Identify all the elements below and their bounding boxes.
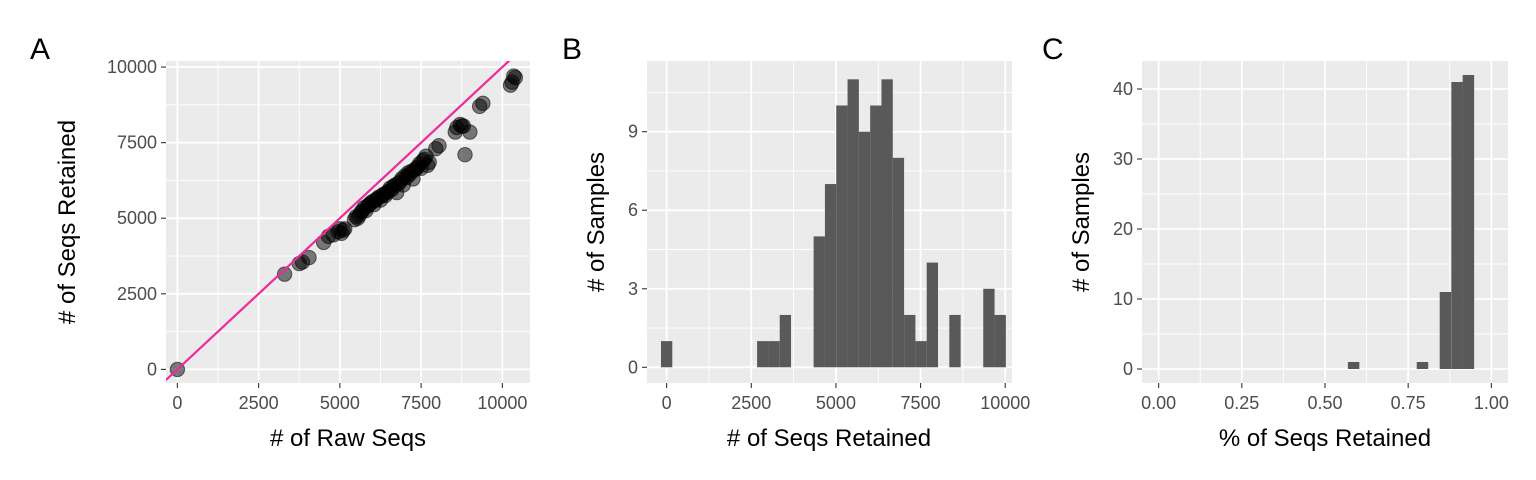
panel-b-x-tick-label: 0 xyxy=(662,393,672,413)
panel-b-y-tick-label: 3 xyxy=(628,279,638,299)
histogram-bar xyxy=(881,79,893,368)
panel-c-letter: C xyxy=(1042,33,1064,66)
scatter-point xyxy=(457,147,473,163)
histogram-bar xyxy=(870,105,882,368)
panel-a-y-tick-label: 2500 xyxy=(117,284,157,304)
scatter-point xyxy=(462,124,478,140)
histogram-bar xyxy=(1439,292,1452,369)
panel-c-y-tick-label: 10 xyxy=(1113,289,1133,309)
histogram-bar xyxy=(949,314,961,368)
panel-b-x-tick-label: 10000 xyxy=(980,393,1030,413)
panel-b-letter: B xyxy=(562,33,582,66)
panel-c-x-tick-label: 0.00 xyxy=(1141,393,1176,413)
histogram-bar xyxy=(1416,362,1429,369)
panel-a-x-tick-label: 7500 xyxy=(401,393,441,413)
panel-a-x-tick-label: 2500 xyxy=(239,393,279,413)
panel-c-bars xyxy=(1347,75,1475,369)
panel-b-x-axis-title: # of Seqs Retained xyxy=(727,425,931,452)
panel-b-x-tick-label: 7500 xyxy=(901,393,941,413)
panel-a-x-axis-title: # of Raw Seqs xyxy=(270,425,426,452)
panel-a-y-tick-label: 10000 xyxy=(107,57,157,77)
panel-b-y-tick-label: 6 xyxy=(628,200,638,220)
scatter-point xyxy=(475,95,491,112)
panel-b-histogram: B 0 2500 5000 7500 10000 0 3 6 9 # of Seqs Retai… xyxy=(562,33,1030,452)
histogram-bar xyxy=(994,314,1006,368)
panel-b-y-tick-label: 0 xyxy=(628,357,638,377)
panel-c-y-tick-label: 40 xyxy=(1113,79,1133,99)
panel-b-x-tick-label: 5000 xyxy=(816,393,856,413)
histogram-bar xyxy=(847,79,859,368)
panel-a-y-tick-label: 0 xyxy=(147,359,157,379)
scatter-point xyxy=(431,137,447,154)
panel-a-points xyxy=(166,61,524,381)
histogram-bar xyxy=(1347,362,1360,369)
panel-b-x-tick-label: 2500 xyxy=(731,393,771,413)
histogram-bar xyxy=(813,236,825,368)
histogram-bar xyxy=(1462,75,1475,369)
panel-a-x-tick-label: 5000 xyxy=(320,393,360,413)
histogram-bar xyxy=(858,131,871,368)
histogram-bar xyxy=(824,184,837,368)
histogram-bar xyxy=(915,341,927,368)
histogram-bar xyxy=(1451,82,1463,369)
panel-c-x-tick-label: 0.25 xyxy=(1224,393,1259,413)
panel-c-x-tick-label: 1.00 xyxy=(1474,393,1509,413)
histogram-bar xyxy=(660,341,673,368)
histogram-bar xyxy=(779,314,792,368)
panel-c-histogram: C 0.00 0.25 0.50 0.75 1.00 0 10 20 30 40 % of Seq… xyxy=(1042,33,1509,452)
panel-c-y-tick-label: 0 xyxy=(1123,359,1133,379)
scatter-point xyxy=(276,266,293,282)
panel-c-x-axis-title: % of Seqs Retained xyxy=(1219,425,1431,452)
panel-a-letter: A xyxy=(30,33,50,66)
scatter-point xyxy=(301,249,317,266)
histogram-bar xyxy=(892,157,905,368)
panel-a-y-tick-label: 7500 xyxy=(117,133,157,153)
panel-c-y-axis-title: # of Samples xyxy=(1068,152,1095,292)
panel-c-x-tick-label: 0.75 xyxy=(1391,393,1426,413)
panel-a-scatter: A 0 2500 5000 7500 10000 0 2500 5000 7500 10000 #… xyxy=(30,33,530,452)
panel-b-y-tick-label: 9 xyxy=(628,122,638,142)
scatter-point xyxy=(507,69,524,86)
scatter-point xyxy=(421,154,437,170)
histogram-bar xyxy=(983,288,995,368)
panel-a-y-axis-title: # of Seqs Retained xyxy=(54,120,81,324)
histogram-bar xyxy=(836,105,848,368)
scatter-point xyxy=(337,221,353,237)
histogram-bar xyxy=(926,262,939,368)
panel-b-y-axis-title: # of Samples xyxy=(583,152,610,292)
panel-a-y-tick-label: 5000 xyxy=(117,208,157,228)
panel-b-bars xyxy=(660,79,1006,368)
panel-c-x-tick-label: 0.50 xyxy=(1307,393,1342,413)
histogram-bar xyxy=(904,314,916,368)
panel-c-ticks: 0.00 0.25 0.50 0.75 1.00 0 10 20 30 40 xyxy=(1113,79,1509,413)
panel-a-ticks: 0 2500 5000 7500 10000 0 2500 5000 7500 10000 xyxy=(107,57,527,413)
panel-a-x-tick-label: 10000 xyxy=(477,393,527,413)
histogram-bar xyxy=(768,341,780,368)
panel-a-x-tick-label: 0 xyxy=(172,393,182,413)
panel-b-ticks: 0 2500 5000 7500 10000 0 3 6 9 xyxy=(628,122,1030,413)
panel-c-y-tick-label: 30 xyxy=(1113,149,1133,169)
histogram-bar xyxy=(757,341,769,368)
panel-c-y-tick-label: 20 xyxy=(1113,219,1133,239)
panel-a-identity-line xyxy=(166,61,511,381)
